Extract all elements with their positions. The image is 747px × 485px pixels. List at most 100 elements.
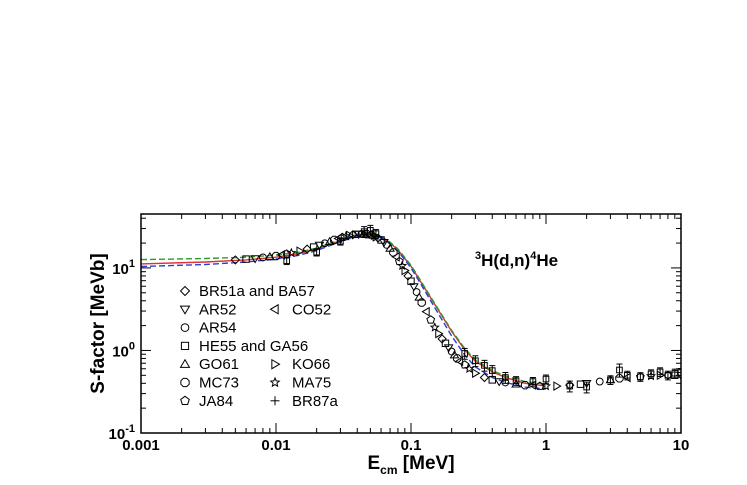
data-point [421, 306, 430, 317]
data-point [407, 277, 415, 285]
error-bar-marker [512, 377, 520, 385]
data-point [426, 315, 436, 324]
error-bar-marker [647, 370, 655, 378]
x-axis-title: Ecm [MeV] [367, 453, 454, 477]
reaction-label: 3H(d,n)4He [475, 250, 558, 270]
data-point [302, 244, 312, 254]
legend-label: BR51a and BA57 [199, 283, 315, 300]
data-point [429, 322, 440, 332]
error-bar-point [529, 376, 537, 387]
data-point [276, 249, 285, 260]
legend-item: MC73 [180, 375, 239, 392]
error-bar-marker [664, 372, 672, 379]
legend-marker-triangle-down [179, 305, 191, 315]
error-bar-point [512, 376, 520, 386]
data-point [401, 265, 410, 276]
error-bar-marker [607, 376, 614, 384]
error-bar-point [337, 237, 344, 246]
error-bar-marker [656, 368, 664, 376]
data-points [230, 224, 681, 394]
legend-item: AR52 [179, 301, 237, 318]
error-bar-point [647, 369, 655, 379]
data-point [408, 283, 419, 292]
legend-marker-triangle-left [269, 303, 279, 315]
error-bar-point [637, 372, 644, 382]
data-point [472, 368, 481, 379]
error-bar-point [461, 347, 469, 360]
axis-titles: Ecm [MeV] S-factor [MeVb] 3H(d,n)4He [88, 250, 558, 477]
data-point [464, 363, 475, 374]
data-point [615, 374, 624, 383]
data-point [412, 288, 421, 296]
error-bar-marker [637, 373, 644, 381]
data-point [286, 247, 297, 258]
legend-marker-triangle-right [271, 358, 281, 370]
legend-item: KO66 [271, 356, 330, 373]
error-bar-point [583, 381, 590, 394]
tick-labels: 0.001 0.01 0.1 1 10 10-1 100 101 [109, 258, 690, 454]
error-bar-point [360, 226, 368, 238]
error-bar-marker [337, 238, 344, 245]
data-point [250, 255, 260, 264]
error-bar-marker [502, 374, 509, 381]
data-point [494, 378, 505, 387]
data-point [553, 381, 562, 391]
error-bar-point [664, 370, 672, 381]
legend-label: GO61 [199, 356, 239, 373]
legend-marker-cross [270, 396, 280, 406]
error-bar-marker [671, 369, 679, 377]
y-tick-label: 10-1 [109, 423, 135, 443]
error-bar-marker [583, 383, 590, 391]
data-point [242, 255, 250, 263]
error-bar-marker [283, 257, 290, 265]
data-point [417, 298, 426, 307]
data-point [520, 380, 530, 390]
legend-label: MC73 [199, 375, 239, 392]
legend-marker-octagon [180, 377, 190, 388]
error-bar-marker [529, 378, 537, 385]
data-point [576, 380, 585, 388]
legend-item: MA75 [269, 375, 331, 392]
error-bar-point [502, 372, 509, 384]
error-bar-marker [372, 230, 380, 237]
data-point [676, 372, 681, 381]
error-bar-marker [488, 367, 496, 374]
y-axis-title: S-factor [MeVb] [88, 253, 109, 393]
legend-item: CO52 [269, 301, 331, 318]
error-bar-point [616, 363, 623, 378]
x-tick-label: 0.001 [122, 437, 160, 454]
error-bar-point [372, 229, 380, 239]
data-point [320, 239, 329, 248]
legend-marker-diamond [179, 285, 191, 297]
error-bar-marker [472, 357, 479, 365]
error-bar-marker [616, 366, 623, 374]
legend-marker-triangle-up [179, 358, 191, 368]
x-tick-label: 0.01 [261, 437, 290, 454]
error-bar-point [367, 224, 374, 237]
legend-item: BR51a and BA57 [179, 283, 315, 300]
data-point [540, 380, 552, 391]
legend-label: BR87a [292, 393, 339, 410]
legend-marker-pentagon [180, 395, 190, 405]
data-point [259, 253, 267, 262]
legend-label: AR52 [199, 301, 237, 318]
error-bar-marker [542, 375, 550, 383]
data-point [337, 232, 347, 242]
x-tick-label: 1 [542, 437, 550, 454]
error-bar-point [566, 380, 574, 393]
data-point [324, 236, 335, 245]
legend-marker-circle [180, 323, 190, 332]
legend-item: GO61 [179, 356, 239, 373]
y-tick-label: 100 [112, 340, 135, 360]
data-point [379, 239, 389, 248]
error-bar-point [607, 375, 614, 385]
legend-marker-star [269, 376, 281, 388]
legend-label: CO52 [292, 301, 331, 318]
legend-item: HE55 and GA56 [180, 338, 308, 355]
error-bar-point [481, 359, 488, 372]
error-bar-point [313, 248, 320, 257]
data-point [348, 230, 358, 240]
data-point [230, 255, 241, 265]
